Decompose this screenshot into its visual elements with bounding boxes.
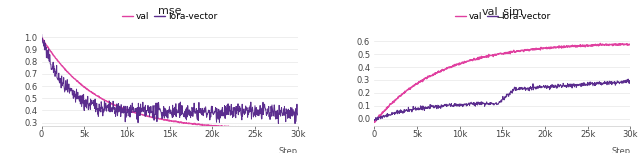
lora-vector [534,85,541,87]
Title: mse: mse [158,6,181,16]
lora-vector [564,84,572,86]
Line: lora-vector: lora-vector [42,33,298,124]
val [291,128,298,130]
Title: val_sim: val_sim [481,6,524,17]
val [591,45,598,46]
val [201,124,209,126]
val [38,36,45,38]
lora-vector [371,120,378,121]
val [534,48,541,50]
val [519,49,527,51]
Legend: val, lora-vector: val, lora-vector [455,12,550,21]
Text: Step: Step [278,147,298,153]
lora-vector [38,32,45,34]
val [294,128,301,130]
lora-vector [186,111,194,112]
lora-vector [54,77,61,79]
val [596,43,604,44]
Line: lora-vector: lora-vector [374,79,630,121]
lora-vector [387,114,394,116]
Line: val: val [374,43,630,122]
lora-vector [624,78,632,80]
lora-vector [232,117,239,119]
val [371,121,378,123]
val [54,60,61,62]
val [564,45,572,47]
lora-vector [526,88,534,89]
val [186,123,194,125]
Legend: val, lora-vector: val, lora-vector [122,12,217,21]
val [258,127,266,129]
lora-vector [627,80,634,82]
lora-vector [519,87,527,89]
lora-vector [291,123,299,125]
lora-vector [201,109,209,111]
Text: Step: Step [611,147,630,153]
lora-vector [258,117,266,119]
lora-vector [193,116,201,118]
lora-vector [294,114,301,116]
val [627,43,634,45]
Line: val: val [42,37,298,129]
val [193,124,201,125]
val [387,103,394,105]
lora-vector [591,85,598,87]
val [232,126,239,128]
val [526,49,534,51]
